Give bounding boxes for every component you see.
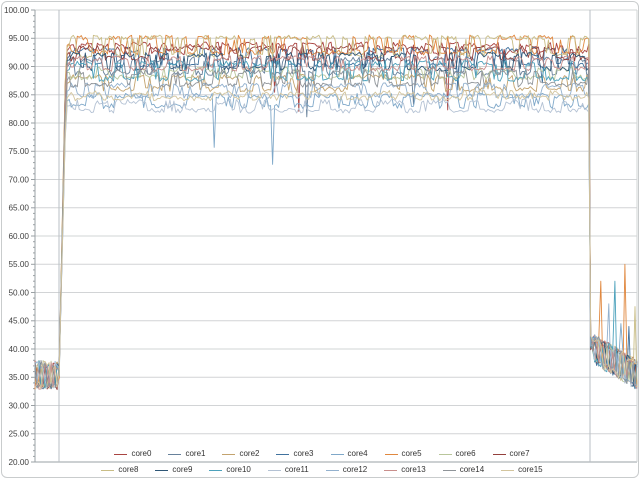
legend-row-1: core0 core1 core2 core3 core4 core5 core6 core7 bbox=[2, 448, 640, 460]
series-line-core10[interactable] bbox=[34, 60, 638, 390]
y-axis-tick-label: 90.00 bbox=[9, 62, 30, 71]
series-line-core4[interactable] bbox=[34, 92, 638, 389]
series-line-core14[interactable] bbox=[34, 69, 638, 389]
legend-swatch-core15 bbox=[501, 469, 515, 471]
y-axis-tick-label: 50.00 bbox=[9, 288, 30, 297]
legend-item-core11[interactable]: core11 bbox=[267, 465, 309, 475]
legend-swatch-core9 bbox=[155, 469, 169, 471]
legend-item-core14[interactable]: core14 bbox=[442, 465, 485, 475]
legend-label: core3 bbox=[293, 449, 314, 458]
y-axis-tick-label: 95.00 bbox=[9, 34, 30, 43]
legend-item-core6[interactable]: core6 bbox=[438, 449, 476, 459]
legend-label: core15 bbox=[518, 465, 543, 474]
legend-label: core7 bbox=[509, 449, 530, 458]
legend-label: core2 bbox=[239, 449, 260, 458]
legend-label: core6 bbox=[455, 449, 476, 458]
legend-item-core4[interactable]: core4 bbox=[330, 449, 368, 459]
legend-item-core7[interactable]: core7 bbox=[492, 449, 530, 459]
series-line-core15[interactable] bbox=[34, 89, 638, 389]
series-line-core9[interactable] bbox=[34, 51, 638, 390]
series-line-core6[interactable] bbox=[34, 66, 638, 389]
legend-item-core1[interactable]: core1 bbox=[168, 449, 205, 459]
legend-swatch-core7 bbox=[492, 453, 506, 455]
series-line-core11[interactable] bbox=[34, 98, 638, 389]
legend-item-core0[interactable]: core0 bbox=[114, 449, 151, 459]
series-line-core3[interactable] bbox=[34, 46, 638, 390]
legend-label: core0 bbox=[131, 449, 152, 458]
legend-label: core4 bbox=[347, 449, 368, 458]
legend-swatch-core0 bbox=[114, 453, 128, 455]
y-axis-tick-label: 85.00 bbox=[9, 91, 30, 100]
legend-label: core11 bbox=[284, 465, 309, 474]
legend-item-core9[interactable]: core9 bbox=[155, 465, 192, 475]
y-axis-tick-label: 60.00 bbox=[9, 232, 30, 241]
series-line-core13[interactable] bbox=[34, 55, 638, 390]
legend-swatch-core4 bbox=[330, 453, 344, 455]
legend-swatch-core6 bbox=[438, 453, 452, 455]
legend-swatch-core1 bbox=[168, 453, 182, 455]
y-axis-tick-label: 30.00 bbox=[9, 401, 30, 410]
legend-item-core3[interactable]: core3 bbox=[276, 449, 314, 459]
legend-item-core10[interactable]: core10 bbox=[209, 465, 251, 475]
series-line-core12[interactable] bbox=[34, 82, 638, 388]
series-line-core8[interactable] bbox=[34, 34, 638, 389]
legend-swatch-core3 bbox=[276, 453, 290, 455]
series-line-core1[interactable] bbox=[34, 56, 638, 390]
legend-swatch-core11 bbox=[267, 469, 281, 471]
legend-item-core5[interactable]: core5 bbox=[384, 449, 422, 459]
y-axis-tick-label: 45.00 bbox=[9, 317, 30, 326]
y-axis-tick-label: 70.00 bbox=[9, 175, 30, 184]
y-axis-tick-label: 80.00 bbox=[9, 119, 30, 128]
legend-swatch-core10 bbox=[209, 469, 223, 471]
series-line-core2[interactable] bbox=[34, 73, 638, 389]
legend-label: core5 bbox=[401, 449, 422, 458]
y-axis-tick-label: 40.00 bbox=[9, 345, 30, 354]
legend-label: core12 bbox=[342, 465, 368, 474]
y-axis-tick-label: 100.00 bbox=[4, 6, 29, 15]
legend-swatch-core8 bbox=[101, 469, 115, 471]
y-axis-tick-label: 65.00 bbox=[9, 204, 30, 213]
legend-item-core8[interactable]: core8 bbox=[101, 465, 138, 475]
series-line-core5[interactable] bbox=[34, 34, 638, 390]
legend-row-2: core8 core9 core10 core11 core12 core13 core14… bbox=[2, 464, 640, 476]
legend-item-core2[interactable]: core2 bbox=[222, 449, 259, 459]
legend-swatch-core2 bbox=[222, 453, 236, 455]
y-axis-tick-label: 75.00 bbox=[9, 147, 30, 156]
y-axis-tick-label: 55.00 bbox=[9, 260, 30, 269]
legend-label: core13 bbox=[401, 465, 426, 474]
legend-swatch-core12 bbox=[325, 469, 339, 471]
legend-item-core15[interactable]: core15 bbox=[501, 465, 543, 475]
legend-label: core9 bbox=[172, 465, 193, 474]
y-axis-tick-label: 35.00 bbox=[9, 373, 30, 382]
legend-item-core13[interactable]: core13 bbox=[384, 465, 426, 475]
legend-label: core1 bbox=[185, 449, 206, 458]
legend-label: core8 bbox=[118, 465, 139, 474]
y-axis-tick-label: 20.00 bbox=[9, 458, 30, 467]
y-axis-tick-label: 25.00 bbox=[9, 430, 30, 439]
legend-swatch-core5 bbox=[384, 453, 398, 455]
legend-swatch-core13 bbox=[384, 469, 398, 471]
legend-label: core14 bbox=[459, 465, 485, 474]
legend-label: core10 bbox=[226, 465, 251, 474]
legend-swatch-core14 bbox=[442, 469, 456, 471]
legend-item-core12[interactable]: core12 bbox=[325, 465, 368, 475]
